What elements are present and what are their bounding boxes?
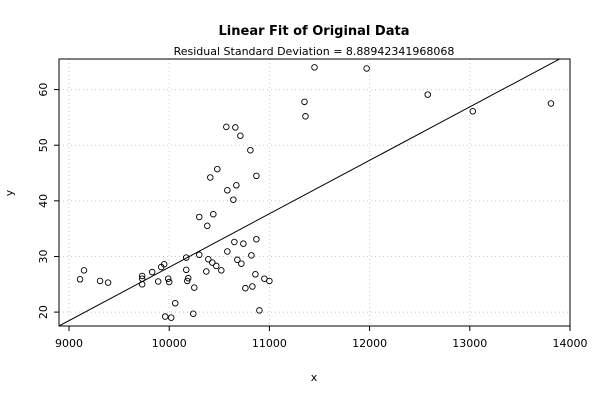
data-point (182, 254, 190, 261)
data-point (182, 266, 190, 274)
data-point (237, 132, 244, 140)
data-point (301, 98, 308, 106)
data-point (218, 267, 225, 274)
data-point (253, 172, 260, 180)
data-point (223, 123, 230, 131)
data-point (184, 277, 191, 285)
data-point (148, 268, 156, 276)
data-point (240, 240, 247, 247)
data-point (207, 174, 214, 181)
x-tick-label: 11000 (252, 337, 287, 350)
x-tick-label: 10000 (152, 337, 187, 350)
y-tick-label: 30 (37, 249, 50, 263)
data-point (247, 146, 254, 154)
data-point (224, 248, 231, 255)
data-point (205, 256, 212, 263)
x-tick-label: 9000 (55, 337, 83, 350)
y-tick-label: 60 (37, 83, 50, 97)
data-point (256, 307, 263, 314)
data-point (76, 276, 84, 283)
data-point (165, 278, 173, 286)
x-axis-ticks: 9000 10000 11000 12000 13000 14000 (55, 326, 588, 350)
x-tick-label: 12000 (352, 337, 387, 350)
data-point (252, 271, 259, 278)
plot-frame (58, 58, 571, 327)
data-point (253, 235, 260, 243)
data-point (161, 313, 169, 320)
data-point (138, 272, 146, 280)
data-point (469, 108, 477, 115)
data-point (248, 252, 255, 259)
y-axis-ticks: 20 30 40 50 60 (37, 83, 59, 319)
data-point (230, 196, 237, 203)
data-points (76, 64, 555, 321)
data-point (154, 278, 162, 285)
data-point (209, 259, 216, 266)
data-point (232, 124, 239, 131)
data-point (190, 310, 197, 318)
data-point (363, 65, 370, 72)
chart-title: Linear Fit of Original Data (219, 24, 410, 39)
data-point (214, 165, 221, 173)
data-point (167, 314, 175, 321)
data-point (196, 251, 203, 259)
y-axis-label: y (3, 189, 16, 196)
data-point (164, 275, 172, 282)
data-point (203, 268, 210, 275)
x-tick-label: 13000 (452, 337, 487, 350)
data-point (160, 261, 168, 268)
data-point (204, 222, 211, 230)
y-tick-label: 40 (37, 194, 50, 208)
data-point (80, 267, 88, 274)
data-point (171, 299, 179, 307)
data-point (249, 283, 256, 290)
chart-subtitle: Residual Standard Deviation = 8.88942341… (174, 45, 455, 58)
y-tick-label: 50 (37, 138, 50, 152)
data-point (213, 262, 220, 270)
data-point (302, 113, 309, 120)
data-point (234, 256, 241, 264)
x-tick-label: 14000 (553, 337, 588, 350)
data-point (104, 279, 112, 286)
x-axis-label: x (311, 371, 318, 384)
data-point (311, 64, 318, 71)
data-point (224, 187, 231, 194)
data-point (242, 284, 249, 292)
data-point (266, 277, 273, 285)
data-point (191, 284, 198, 291)
data-point (231, 238, 238, 246)
data-point (238, 260, 245, 267)
data-point (138, 281, 146, 288)
data-point (96, 277, 104, 285)
data-point (547, 100, 555, 107)
data-point (424, 91, 431, 98)
data-point (210, 210, 217, 218)
data-point (233, 182, 240, 189)
y-tick-label: 20 (37, 305, 50, 319)
data-point (185, 274, 192, 282)
data-point (196, 213, 203, 221)
